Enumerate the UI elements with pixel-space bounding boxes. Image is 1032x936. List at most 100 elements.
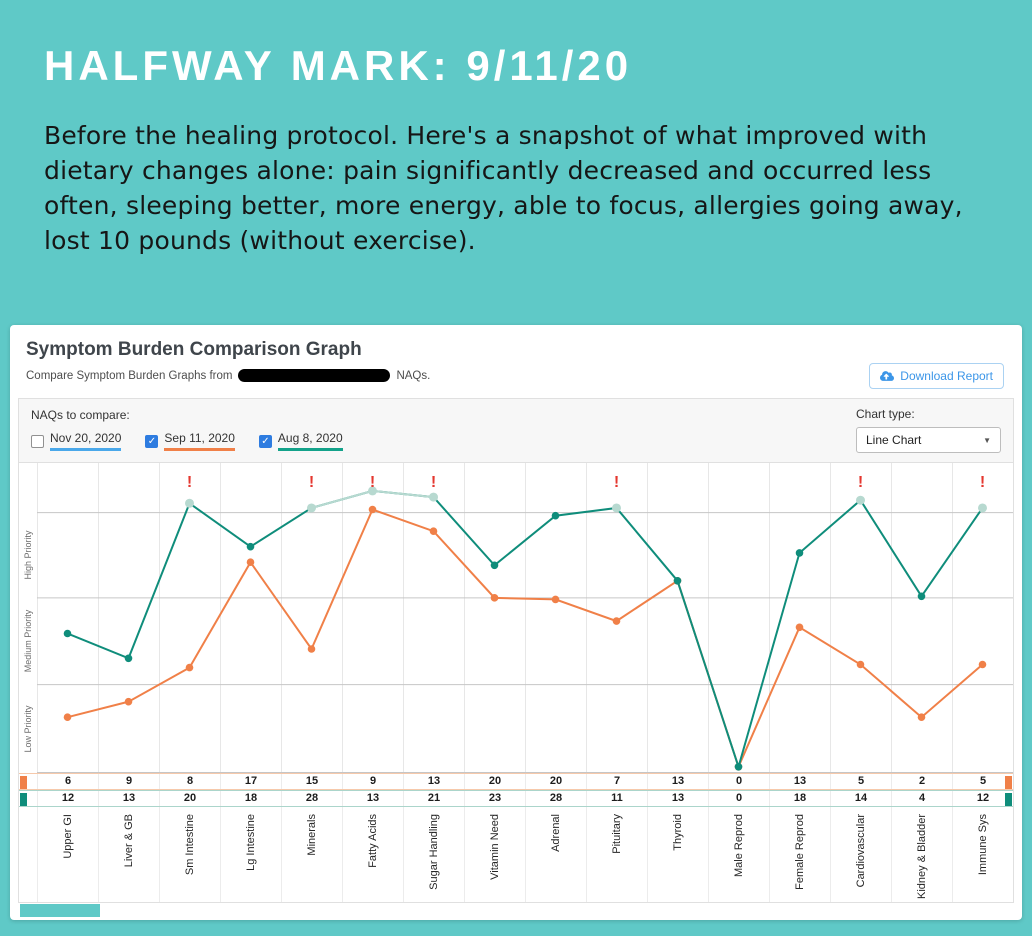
value-cell: 18 xyxy=(769,791,830,806)
category-label: Adrenal xyxy=(550,814,562,852)
category-cell: Immune Sys xyxy=(952,807,1013,902)
category-cell: Adrenal xyxy=(525,807,586,902)
naq-option-label: Aug 8, 2020 xyxy=(277,431,343,451)
value-cell: 15 xyxy=(281,774,342,789)
value-cell: 5 xyxy=(830,774,891,789)
plot-row: High Priority Medium Priority Low Priority… xyxy=(19,463,1013,773)
category-cell: Sm Intestine xyxy=(159,807,220,902)
chart-panel: NAQs to compare: Nov 20, 2020 ✓ Sep 11, 20… xyxy=(18,398,1014,903)
naq-option-2[interactable]: ✓ Sep 11, 2020 xyxy=(145,431,235,451)
series-color-cap xyxy=(1005,776,1012,789)
alert-exclamation-icon: ! xyxy=(370,474,375,491)
download-report-label: Download Report xyxy=(900,369,993,383)
value-cell: 8 xyxy=(159,774,220,789)
value-cell: 18 xyxy=(220,791,281,806)
category-label: Sugar Handling xyxy=(428,814,440,890)
value-cell: 0 xyxy=(708,774,769,789)
category-label: Kidney & Bladder xyxy=(916,814,928,899)
series-aug-8-2020 xyxy=(63,486,987,771)
category-label: Immune Sys xyxy=(977,814,989,876)
cropped-element xyxy=(20,904,100,917)
value-cell: 13 xyxy=(98,791,159,806)
value-cell: 11 xyxy=(586,791,647,806)
value-cell: 12 xyxy=(37,791,98,806)
series-color-cap xyxy=(20,793,27,806)
category-label: Sm Intestine xyxy=(184,814,196,876)
value-cell: 7 xyxy=(586,774,647,789)
line-chart: !!!!!!! xyxy=(37,463,1013,773)
priority-band-label: Low Priority xyxy=(23,705,33,753)
chart-type-select[interactable]: Line Chart ▼ xyxy=(856,427,1001,453)
subtitle-suffix: NAQs. xyxy=(396,369,431,382)
alert-exclamation-icon: ! xyxy=(980,474,985,491)
series-color-cap xyxy=(1005,793,1012,806)
category-label: Pituitary xyxy=(611,814,623,854)
checkbox-checked-icon[interactable]: ✓ xyxy=(258,434,272,448)
alert-exclamation-icon: ! xyxy=(858,474,863,491)
category-cell: Cardiovascular xyxy=(830,807,891,902)
value-rows: 6 9 8 17 15 9 13 20 20 7 13 0 13 5 2 5 12 13 20 18 28 13 21 23 2… xyxy=(19,773,1013,807)
value-cell: 28 xyxy=(525,791,586,806)
category-cell: Sugar Handling xyxy=(403,807,464,902)
priority-band-label: High Priority xyxy=(23,530,33,580)
category-label: Fatty Acids xyxy=(367,814,379,868)
value-cell: 9 xyxy=(98,774,159,789)
category-label: Upper GI xyxy=(62,814,74,859)
value-cell: 17 xyxy=(220,774,281,789)
checkbox-checked-icon[interactable]: ✓ xyxy=(145,434,159,448)
category-label: Cardiovascular xyxy=(855,814,867,888)
category-cell: Female Reprod xyxy=(769,807,830,902)
naq-option-3[interactable]: ✓ Aug 8, 2020 xyxy=(258,431,343,451)
subtitle-prefix: Compare Symptom Burden Graphs from xyxy=(26,369,233,382)
card-subtitle: Compare Symptom Burden Graphs from NAQs. xyxy=(18,369,1014,382)
hero-section: HALFWAY MARK: 9/11/20 Before the healing… xyxy=(0,0,1032,258)
value-row-sep-11-2020: 6 9 8 17 15 9 13 20 20 7 13 0 13 5 2 5 xyxy=(19,773,1013,790)
category-label: Female Reprod xyxy=(794,814,806,890)
category-cell: Lg Intestine xyxy=(220,807,281,902)
priority-band-label: Medium Priority xyxy=(23,609,33,673)
value-cell: 0 xyxy=(708,791,769,806)
value-cell: 13 xyxy=(647,774,708,789)
value-cell: 12 xyxy=(952,791,1013,806)
checkbox-unchecked-icon[interactable] xyxy=(31,434,44,448)
value-cell: 13 xyxy=(403,774,464,789)
value-cell: 14 xyxy=(830,791,891,806)
value-cell: 23 xyxy=(464,791,525,806)
category-cell: Vitamin Need xyxy=(464,807,525,902)
download-report-button[interactable]: Download Report xyxy=(869,363,1004,389)
value-cell: 9 xyxy=(342,774,403,789)
intro-text: Before the healing protocol. Here's a sn… xyxy=(44,121,963,255)
chart-type-control: Chart type: Line Chart ▼ xyxy=(856,407,1001,453)
category-cell: Liver & GB xyxy=(98,807,159,902)
alert-exclamation-icon: ! xyxy=(614,474,619,491)
value-cell: 21 xyxy=(403,791,464,806)
value-cell: 13 xyxy=(342,791,403,806)
alert-exclamation-icon: ! xyxy=(431,474,436,491)
priority-axis-labels: High Priority Medium Priority Low Priority xyxy=(19,463,37,773)
chart-area: High Priority Medium Priority Low Priority… xyxy=(19,463,1013,902)
chart-type-label: Chart type: xyxy=(856,407,915,421)
category-label: Lg Intestine xyxy=(245,814,257,871)
series-color-cap xyxy=(20,776,27,789)
value-cell: 2 xyxy=(891,774,952,789)
naq-option-label: Nov 20, 2020 xyxy=(50,431,122,451)
series-sep-11-2020 xyxy=(63,505,987,771)
value-cell: 5 xyxy=(952,774,1013,789)
naq-option-1[interactable]: Nov 20, 2020 xyxy=(31,431,122,451)
chart-gridlines xyxy=(37,463,1013,773)
category-label: Vitamin Need xyxy=(489,814,501,880)
value-row-aug-8-2020: 12 13 20 18 28 13 21 23 28 11 13 0 18 14 4 12 xyxy=(19,790,1013,807)
category-cell: Minerals xyxy=(281,807,342,902)
alert-exclamation-icon: ! xyxy=(309,474,314,491)
category-cell: Upper GI xyxy=(37,807,98,902)
category-row: Upper GI Liver & GB Sm Intestine Lg Intesti… xyxy=(37,807,1013,902)
value-cell: 13 xyxy=(769,774,830,789)
card-title: Symptom Burden Comparison Graph xyxy=(26,339,362,360)
chevron-down-icon: ▼ xyxy=(983,435,991,445)
value-cell: 20 xyxy=(525,774,586,789)
category-cell: Pituitary xyxy=(586,807,647,902)
page-title: HALFWAY MARK: 9/11/20 xyxy=(44,42,633,89)
value-cell: 4 xyxy=(891,791,952,806)
cloud-download-icon xyxy=(880,371,895,381)
naqs-compare-label: NAQs to compare: xyxy=(31,408,130,422)
